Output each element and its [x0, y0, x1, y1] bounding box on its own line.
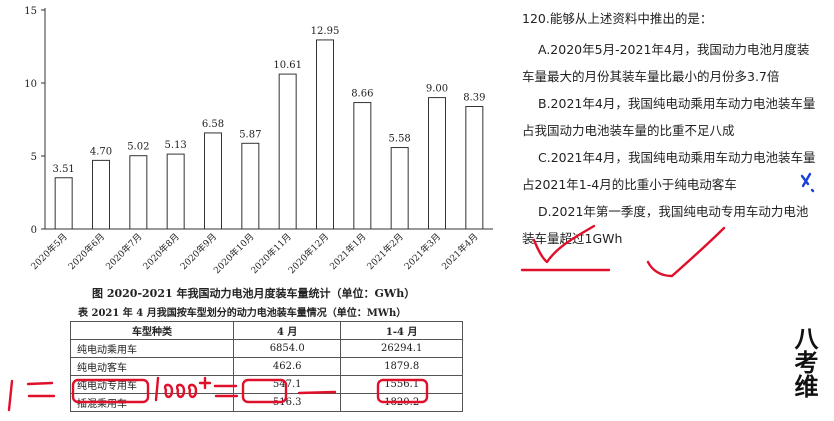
bar-value-label: 4.70 — [90, 146, 112, 157]
bar — [166, 153, 185, 230]
bar — [316, 39, 334, 230]
x-tick-label: 2021年2月 — [364, 231, 405, 272]
option-text-line1: C.2021年4月，我国纯电动乘用车动力电池装车量 — [538, 150, 816, 165]
battery-table: 车型种类 4 月 1-4 月 纯电动乘用车 6854.0 26294.1 纯电动… — [70, 321, 463, 412]
question-panel: 120.能够从上述资料中推出的是： A.2020年5月-2021年4月，我国动力… — [522, 8, 822, 252]
table-cell-apr: 462.6 — [232, 357, 342, 376]
bar-value-label: 6.58 — [202, 119, 224, 130]
option-text-line2: 占我国动力电池装车量的比重不足八成 — [522, 123, 735, 138]
bar-value-label: 5.02 — [127, 142, 149, 153]
chart-caption: 图 2020-2021 年我国动力电池月度装车量统计（单位：GWh） — [92, 287, 416, 300]
bar-value-label: 8.39 — [463, 93, 485, 104]
bar — [465, 106, 484, 230]
bar — [204, 132, 222, 230]
option-text-line2: 车量最大的月份其装车量比最小的月份多3.7倍 — [522, 69, 780, 84]
bar — [54, 177, 73, 230]
x-tick-label: 2020年9月 — [178, 231, 219, 272]
bar-value-label: 12.95 — [311, 26, 340, 37]
table-cell-apr: 6854.0 — [232, 339, 342, 358]
x-tick-label: 2020年6月 — [66, 231, 107, 272]
y-tick-label: 5 — [31, 152, 37, 163]
option-text-line1: B.2021年4月，我国纯电动乘用车动力电池装车量 — [538, 96, 816, 111]
table-cell-apr: 547.1 — [232, 375, 342, 394]
x-tick-label: 2020年7月 — [103, 231, 144, 272]
table-cell-type: 纯电动客车 — [70, 357, 234, 376]
table-row: 纯电动乘用车 6854.0 26294.1 — [70, 339, 463, 358]
table-cell-type: 纯电动乘用车 — [70, 339, 234, 358]
bar-value-label: 3.51 — [53, 164, 75, 175]
bar — [92, 159, 110, 230]
table-row: 纯电动专用车 547.1 1556.1 — [70, 375, 463, 394]
option-d: D.2021年第一季度，我国纯电动专用车动力电池 装车量超过1GWh — [522, 198, 822, 252]
bar — [241, 142, 260, 230]
bar-value-label: 9.00 — [426, 84, 448, 95]
table-header-jan-apr: 1-4 月 — [340, 321, 463, 340]
bar — [278, 73, 297, 230]
bar — [353, 102, 372, 230]
table-header-type: 车型种类 — [70, 321, 234, 340]
option-text-line1: A.2020年5月-2021年4月，我国动力电池月度装 — [538, 42, 810, 57]
brand-logo: 八考维 — [784, 326, 824, 416]
bar — [129, 155, 148, 230]
ink-one-stroke — [7, 379, 14, 412]
option-text-line2: 装车量超过1GWh — [522, 231, 623, 246]
bar-value-label: 10.61 — [273, 60, 302, 71]
question-title: 120.能够从上述资料中推出的是： — [522, 11, 713, 26]
bar-value-label: 5.13 — [165, 140, 187, 151]
table-header-row: 车型种类 4 月 1-4 月 — [70, 321, 463, 340]
bar — [390, 147, 409, 230]
logo-text: 八考维 — [790, 326, 819, 398]
option-a: A.2020年5月-2021年4月，我国动力电池月度装 车量最大的月份其装车量比… — [522, 36, 822, 90]
bar-value-label: 5.87 — [239, 129, 261, 140]
bar — [428, 97, 446, 230]
y-tick-label: 10 — [24, 79, 37, 90]
ink-equals-stroke — [26, 381, 56, 398]
bar-value-label: 8.66 — [351, 89, 373, 100]
table-cell-jan-apr: 1820.2 — [340, 393, 463, 412]
table-title: 表 2021 年 4 月我国按车型划分的动力电池装车量情况（单位：MWh） — [78, 308, 407, 319]
option-b: B.2021年4月，我国纯电动乘用车动力电池装车量 占我国动力电池装车量的比重不… — [522, 90, 822, 144]
table-row: 纯电动客车 462.6 1879.8 — [70, 357, 463, 376]
y-tick-label: 0 — [31, 225, 37, 236]
table-cell-type: 插混乘用车 — [70, 393, 234, 412]
option-text-line1: D.2021年第一季度，我国纯电动专用车动力电池 — [538, 204, 809, 219]
table-cell-type: 纯电动专用车 — [70, 375, 234, 394]
bar-chart: 0 5 10 15 3.51 2020年5月 4.70 2020年6月 5.02 2020年7月 5… — [24, 6, 493, 277]
y-tick-label: 15 — [24, 6, 37, 17]
table-cell-jan-apr: 1556.1 — [340, 375, 463, 394]
table-header-apr: 4 月 — [232, 321, 342, 340]
table-cell-jan-apr: 26294.1 — [340, 339, 463, 358]
x-tick-label: 2021年1月 — [327, 231, 368, 272]
x-tick-label: 2020年12月 — [286, 231, 332, 277]
table-row: 插混乘用车 516.3 1820.2 — [70, 393, 463, 412]
table-cell-apr: 516.3 — [232, 393, 342, 412]
x-tick-label: 2020年8月 — [140, 231, 181, 272]
table-cell-jan-apr: 1879.8 — [340, 357, 463, 376]
option-c: C.2021年4月，我国纯电动乘用车动力电池装车量 占2021年1-4月的比重小… — [522, 144, 822, 198]
x-tick-label: 2021年4月 — [439, 231, 480, 272]
option-text-line2: 占2021年1-4月的比重小于纯电动客车 — [522, 177, 737, 192]
x-tick-label: 2021年3月 — [402, 231, 443, 272]
bar-value-label: 5.58 — [389, 134, 411, 145]
x-tick-label: 2020年5月 — [28, 231, 69, 272]
